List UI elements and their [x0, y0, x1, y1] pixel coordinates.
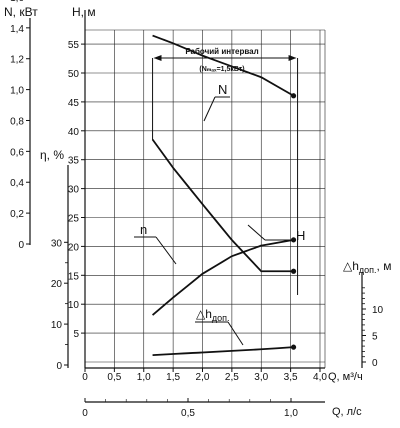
dh-axis-label-suffix: , м: [377, 259, 392, 273]
q-axis-label: Q, м³/ч: [328, 371, 363, 383]
series-line-eta: [151, 238, 294, 316]
n-axis-label: N, кВт: [4, 5, 38, 19]
working-interval: Рабочий интервал (Nₘₐₓ=1,5кВт): [152, 47, 299, 295]
eta-axis-tick-label: 0: [56, 361, 62, 372]
h-axis-tick-label: 35: [68, 156, 80, 167]
h-axis-tick-label: 25: [68, 214, 80, 225]
dh-axis-label: △hдоп., м: [343, 259, 391, 275]
q-axis-tick-label: 3,0: [254, 372, 268, 383]
n-axis-tick-label: 0,2: [10, 209, 24, 220]
h-curve-leader-diag: [247, 224, 266, 241]
h-axis-tick-label: 40: [68, 127, 80, 138]
axes: [29, 10, 363, 403]
eta-curve-leader-diag: [155, 236, 177, 265]
q-axis-tick-label: 1,5: [166, 372, 180, 383]
series-endpoint-N: [290, 93, 297, 99]
n-axis-tick-label: 1,4: [10, 24, 24, 35]
n-axis-tick-label: 1,0: [10, 86, 24, 97]
eta-curve-label: n: [140, 222, 147, 237]
eta-axis-label: η, %: [40, 148, 64, 162]
qls-axis-tick-label: 0: [82, 408, 88, 419]
eta-axis-ticks: 0 10 20 30: [51, 238, 68, 372]
q-axis-tick-label: 0,5: [107, 372, 121, 383]
q-axis-tick-label: 4,0: [313, 372, 327, 383]
q-axis-tick-label: 3,5: [284, 372, 298, 383]
h-axis-tick-label: 10: [68, 300, 80, 311]
dh-curve-label-sub: доп.: [212, 313, 230, 323]
h-curve-label: H: [296, 228, 305, 243]
dh-curve-leader-diag: [227, 321, 244, 346]
h-axis-label: H, м: [72, 5, 96, 19]
qls-axis-label: Q, л/с: [332, 406, 362, 418]
qls-axis-tick-label: 0,5: [181, 408, 195, 419]
dh-axis-tick-label: 5: [372, 332, 378, 343]
n-axis-tick-label: 0: [18, 240, 24, 251]
h-axis-tick-label: 45: [68, 98, 80, 109]
n-axis-ticks: 0 0,2 0,4 0,6 0,8 1,0 1,2 1,4 1,6: [10, 0, 30, 251]
working-interval-sublabel: (Nₘₐₓ=1,5кВт): [199, 66, 244, 73]
dh-axis-tick-label: 0: [372, 358, 378, 369]
q-axis-tick-label: 1,0: [137, 372, 151, 383]
n-curve-label: N: [218, 82, 227, 97]
qls-axis-tick-label: 1,0: [284, 408, 298, 419]
h-axis-tick-label: 50: [68, 69, 80, 80]
q-axis-ticks: 0 0,5 1,0 1,5 2,0 2,5 3,0 3,5 4,0: [82, 368, 327, 383]
h-axis-tick-label: 15: [68, 271, 80, 282]
n-axis-tick-label: 0,8: [10, 116, 24, 127]
q-axis-tick-label: 2,5: [225, 372, 239, 383]
series-line-H: [151, 138, 294, 273]
dh-axis-ticks: 0 5 10: [362, 287, 384, 369]
h-axis-tick-label: 55: [68, 40, 80, 51]
qls-axis-ticks: 0 0,5 1,0: [82, 398, 298, 419]
dh-axis-label-sub: доп.: [359, 265, 377, 275]
h-axis-tick-label: 5: [73, 329, 79, 340]
series-line-dh: [152, 346, 294, 357]
eta-axis-tick-label: 10: [51, 320, 63, 331]
h-axis-tick-label: 30: [68, 185, 80, 196]
dh-curve-label: △hдоп.: [196, 307, 230, 323]
plot-grid: [84, 29, 326, 368]
working-interval-label: Рабочий интервал: [185, 47, 258, 56]
series-endpoint-dh: [290, 344, 297, 350]
h-axis-tick-label: 20: [68, 242, 80, 253]
curve-labels: N H n △hдоп.: [134, 82, 305, 346]
dh-axis-tick-label: 10: [372, 305, 384, 316]
q-axis-tick-label: 0: [82, 372, 88, 383]
dh-axis-label-prefix: △h: [343, 259, 359, 273]
n-axis-tick-label: 1,2: [10, 55, 24, 66]
q-axis-tick-label: 2,0: [196, 372, 210, 383]
eta-axis-tick-label: 30: [51, 238, 63, 249]
series-endpoint-H: [290, 268, 297, 274]
n-axis-tick-label: 0,6: [10, 147, 24, 158]
eta-axis-tick-label: 20: [51, 279, 63, 290]
n-axis-tick-label: 0,4: [10, 178, 24, 189]
series-lines: [151, 34, 297, 357]
n-axis-tick-label: 1,6: [10, 0, 24, 4]
series-endpoint-eta: [290, 237, 297, 243]
h-axis-ticks: 5 10 15 20 25 30 35 40 45 50 55: [68, 40, 85, 340]
svg-text:△hдоп., м: △hдоп., м: [343, 259, 391, 275]
n-curve-leader: [203, 96, 216, 122]
series-line-N: [152, 34, 295, 97]
dh-curve-label-prefix: △h: [196, 307, 212, 321]
